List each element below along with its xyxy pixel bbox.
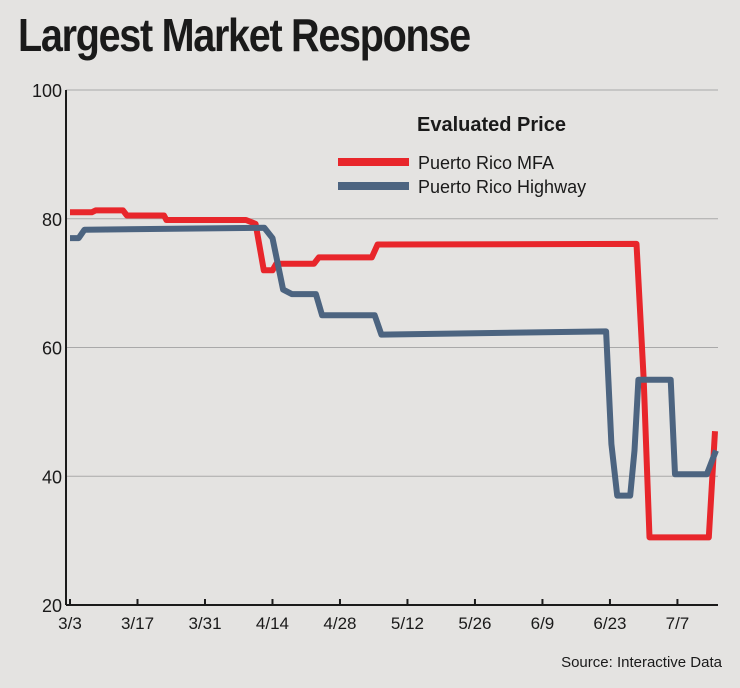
- x-tick-label: 5/26: [458, 614, 491, 633]
- y-tick-label: 100: [32, 81, 62, 101]
- y-tick-label: 20: [42, 596, 62, 616]
- chart-title: Largest Market Response: [18, 9, 471, 61]
- x-tick-label: 4/28: [323, 614, 356, 633]
- series-line-puerto-rico-mfa: [70, 207, 718, 541]
- legend: Evaluated Price Puerto Rico MFA Puerto Ri…: [338, 114, 586, 197]
- y-tick-label: 40: [42, 467, 62, 487]
- x-tick-label: 3/17: [121, 614, 154, 633]
- y-tick-label: 80: [42, 210, 62, 230]
- legend-label: Puerto Rico MFA: [418, 153, 554, 173]
- y-tick-label: 60: [42, 339, 62, 359]
- x-tick-label: 6/23: [593, 614, 626, 633]
- axes: 20 40 60 80 100 3/3 3/17 3/31 4/14 4/28 5/12 5/26 6/…: [32, 81, 718, 633]
- grid-lines: [66, 89, 718, 477]
- legend-title: Evaluated Price: [417, 114, 566, 136]
- series-line-puerto-rico-highway: [70, 224, 719, 499]
- x-tick-label: 4/14: [256, 614, 289, 633]
- x-tick-label: 6/9: [531, 614, 555, 633]
- x-tick-label: 3/3: [58, 614, 82, 633]
- series-lines: [70, 207, 719, 541]
- x-tick-label: 5/12: [391, 614, 424, 633]
- legend-label: Puerto Rico Highway: [418, 177, 586, 197]
- source-note: Source: Interactive Data: [561, 654, 722, 671]
- x-tick-label: 7/7: [666, 614, 690, 633]
- x-tick-label: 3/31: [188, 614, 221, 633]
